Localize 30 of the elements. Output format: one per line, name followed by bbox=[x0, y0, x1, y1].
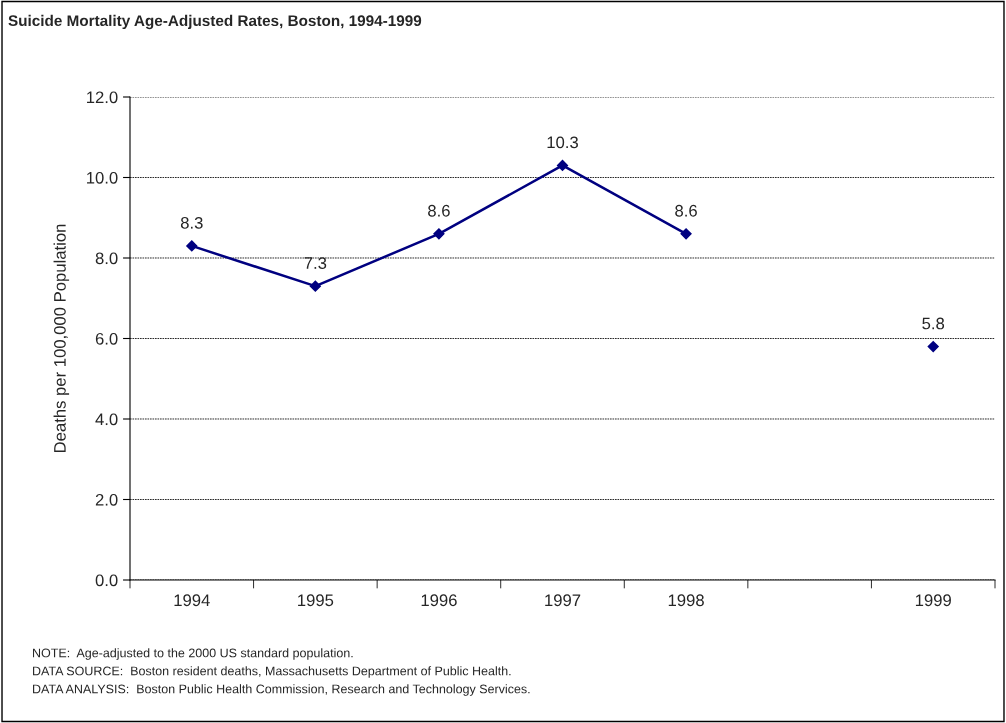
y-tick-label: 4.0 bbox=[95, 413, 118, 426]
x-tick-label: 1994 bbox=[174, 594, 210, 607]
x-tick-label: 1995 bbox=[298, 594, 334, 607]
source-note: DATA SOURCE: Boston resident deaths, Massachusetts Department of Public Health. bbox=[33, 666, 511, 678]
data-label: 8.6 bbox=[428, 204, 450, 217]
point bbox=[433, 228, 445, 240]
x-tick-label: 1996 bbox=[421, 594, 457, 607]
data-label: 5.8 bbox=[922, 317, 945, 330]
x-tick-label: 1997 bbox=[545, 594, 581, 607]
y-tick-label: 2.0 bbox=[95, 493, 118, 506]
text: DATA ANALYSIS: Boston Public Health Commission, Research and Technology Services. bbox=[33, 684, 530, 696]
point bbox=[186, 240, 198, 252]
y-axis-title: Deaths per 100,000 Population bbox=[53, 224, 70, 453]
point bbox=[309, 280, 321, 292]
y-tick-label: 10.0 bbox=[87, 171, 118, 184]
x-tick-label: 1998 bbox=[668, 594, 704, 607]
x-tick-label: 1999 bbox=[915, 594, 951, 607]
data-label: 10.3 bbox=[547, 136, 578, 149]
point bbox=[680, 228, 692, 240]
data-label: 8.3 bbox=[180, 216, 203, 229]
y-tick-label: 8.0 bbox=[95, 252, 118, 265]
data-label: 8.6 bbox=[675, 204, 697, 217]
data-label: 7.3 bbox=[304, 257, 327, 269]
y-tick-label: 12.0 bbox=[87, 91, 118, 104]
chart-title: Suicide Mortality Age-Adjusted Rates, Boston, 1994-1999 bbox=[8, 14, 422, 30]
y-tick-label: 6.0 bbox=[95, 332, 118, 345]
y-tick-label: 0.0 bbox=[95, 574, 118, 587]
point bbox=[927, 340, 939, 353]
point bbox=[556, 159, 569, 172]
text: NOTE: Age-adjusted to the 2000 US standard population. bbox=[33, 648, 353, 660]
